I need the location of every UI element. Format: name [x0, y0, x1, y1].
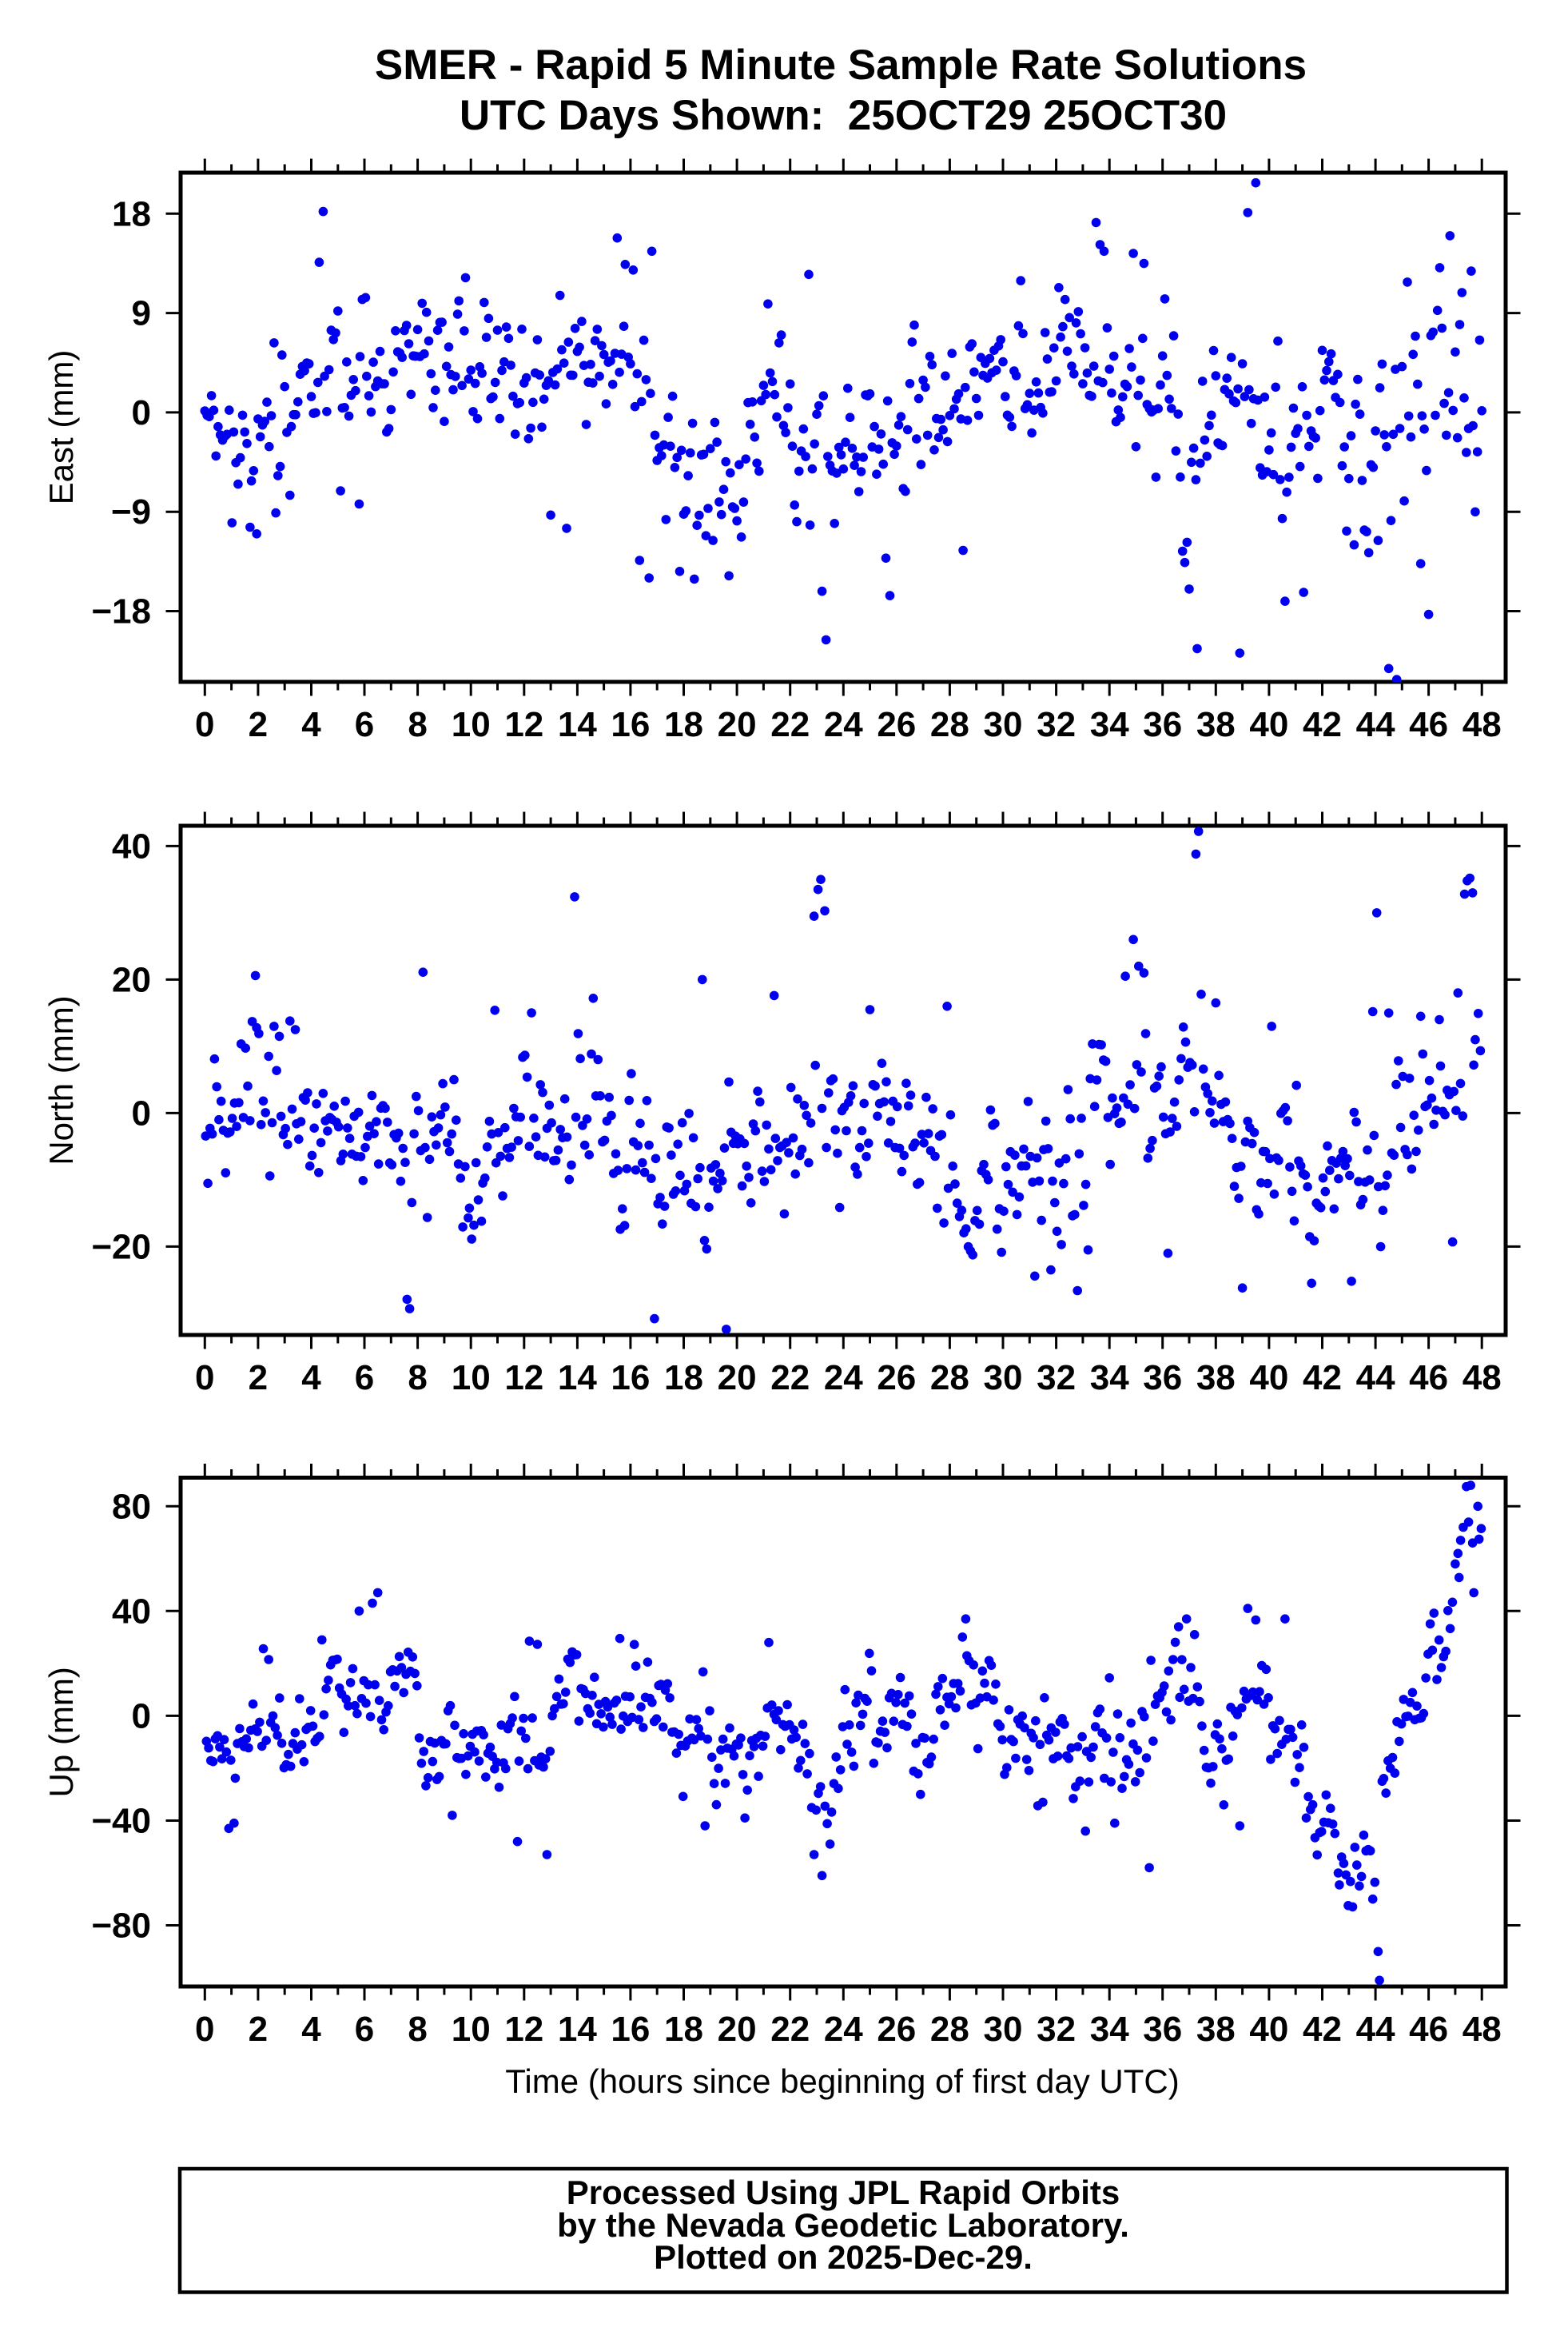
svg-text:44: 44	[1356, 1358, 1395, 1397]
svg-text:32: 32	[1037, 2010, 1076, 2049]
svg-text:30: 30	[984, 1358, 1023, 1397]
svg-text:−20: −20	[91, 1227, 151, 1266]
svg-text:20: 20	[718, 1358, 757, 1397]
svg-text:East (mm): East (mm)	[42, 350, 80, 505]
svg-text:36: 36	[1143, 2010, 1182, 2049]
svg-text:6: 6	[355, 2010, 374, 2049]
svg-text:2: 2	[249, 705, 268, 744]
svg-text:48: 48	[1463, 705, 1502, 744]
svg-text:4: 4	[301, 1358, 321, 1397]
svg-text:16: 16	[611, 2010, 650, 2049]
svg-text:Plotted on 2025-Dec-29.: Plotted on 2025-Dec-29.	[654, 2238, 1033, 2276]
svg-text:22: 22	[770, 1358, 810, 1397]
svg-text:30: 30	[984, 705, 1023, 744]
svg-text:48: 48	[1463, 1358, 1502, 1397]
svg-text:18: 18	[112, 194, 151, 233]
svg-text:42: 42	[1303, 1358, 1342, 1397]
svg-text:20: 20	[718, 705, 757, 744]
svg-text:48: 48	[1463, 2010, 1502, 2049]
svg-text:44: 44	[1356, 705, 1395, 744]
svg-text:44: 44	[1356, 2010, 1395, 2049]
svg-text:40: 40	[112, 1592, 151, 1631]
svg-text:14: 14	[558, 2010, 597, 2049]
svg-text:UTC Days Shown: 25OCT29 25OCT: UTC Days Shown: 25OCT29 25OCT30	[460, 92, 1227, 139]
svg-text:22: 22	[770, 705, 810, 744]
svg-text:Processed Using JPL Rapid Orbi: Processed Using JPL Rapid Orbits	[567, 2174, 1120, 2211]
svg-text:12: 12	[504, 705, 543, 744]
svg-text:20: 20	[718, 2010, 757, 2049]
svg-text:24: 24	[824, 705, 863, 744]
svg-text:2: 2	[249, 2010, 268, 2049]
svg-text:−80: −80	[91, 1907, 151, 1946]
svg-text:34: 34	[1090, 705, 1129, 744]
svg-text:38: 38	[1196, 2010, 1236, 2049]
svg-text:28: 28	[930, 1358, 969, 1397]
svg-text:14: 14	[558, 1358, 597, 1397]
svg-text:16: 16	[611, 1358, 650, 1397]
svg-text:−9: −9	[111, 492, 151, 532]
svg-text:14: 14	[558, 705, 597, 744]
svg-text:SMER - Rapid 5 Minute Sample R: SMER - Rapid 5 Minute Sample Rate Soluti…	[375, 42, 1307, 89]
svg-text:20: 20	[112, 960, 151, 999]
svg-text:38: 38	[1196, 705, 1236, 744]
svg-text:46: 46	[1409, 2010, 1448, 2049]
svg-text:0: 0	[132, 1094, 151, 1133]
svg-text:6: 6	[355, 705, 374, 744]
svg-text:10: 10	[452, 705, 491, 744]
svg-text:38: 38	[1196, 1358, 1236, 1397]
svg-text:42: 42	[1303, 2010, 1342, 2049]
svg-text:0: 0	[195, 705, 214, 744]
svg-text:4: 4	[301, 705, 321, 744]
svg-text:Up (mm): Up (mm)	[42, 1667, 80, 1797]
svg-text:32: 32	[1037, 705, 1076, 744]
svg-text:40: 40	[1249, 705, 1288, 744]
svg-text:40: 40	[1249, 1358, 1288, 1397]
svg-text:36: 36	[1143, 1358, 1182, 1397]
svg-text:12: 12	[504, 2010, 543, 2049]
svg-text:North (mm): North (mm)	[42, 995, 80, 1165]
svg-text:12: 12	[504, 1358, 543, 1397]
svg-text:Time (hours since beginning of: Time (hours since beginning of first day…	[505, 2062, 1179, 2100]
svg-text:36: 36	[1143, 705, 1182, 744]
svg-text:4: 4	[301, 2010, 321, 2049]
svg-text:32: 32	[1037, 1358, 1076, 1397]
svg-text:10: 10	[452, 1358, 491, 1397]
svg-text:26: 26	[877, 1358, 916, 1397]
svg-text:0: 0	[132, 1696, 151, 1735]
svg-text:34: 34	[1090, 2010, 1129, 2049]
svg-text:40: 40	[112, 827, 151, 866]
svg-text:0: 0	[195, 1358, 214, 1397]
svg-text:9: 9	[132, 294, 151, 333]
svg-text:0: 0	[132, 393, 151, 432]
svg-text:22: 22	[770, 2010, 810, 2049]
svg-text:2: 2	[249, 1358, 268, 1397]
svg-text:10: 10	[452, 2010, 491, 2049]
svg-text:28: 28	[930, 2010, 969, 2049]
svg-text:24: 24	[824, 2010, 863, 2049]
svg-text:18: 18	[664, 2010, 703, 2049]
svg-text:6: 6	[355, 1358, 374, 1397]
svg-text:18: 18	[664, 705, 703, 744]
svg-text:0: 0	[195, 2010, 214, 2049]
svg-text:28: 28	[930, 705, 969, 744]
svg-text:8: 8	[408, 705, 427, 744]
svg-text:26: 26	[877, 2010, 916, 2049]
svg-text:16: 16	[611, 705, 650, 744]
svg-text:30: 30	[984, 2010, 1023, 2049]
svg-text:40: 40	[1249, 2010, 1288, 2049]
svg-text:46: 46	[1409, 705, 1448, 744]
svg-text:46: 46	[1409, 1358, 1448, 1397]
svg-text:18: 18	[664, 1358, 703, 1397]
svg-text:42: 42	[1303, 705, 1342, 744]
svg-text:by the Nevada Geodetic Laborat: by the Nevada Geodetic Laboratory.	[557, 2206, 1129, 2244]
svg-text:34: 34	[1090, 1358, 1129, 1397]
svg-text:26: 26	[877, 705, 916, 744]
svg-text:8: 8	[408, 1358, 427, 1397]
svg-text:−18: −18	[91, 592, 151, 632]
svg-text:−40: −40	[91, 1802, 151, 1841]
svg-text:24: 24	[824, 1358, 863, 1397]
svg-text:8: 8	[408, 2010, 427, 2049]
svg-text:80: 80	[112, 1487, 151, 1526]
